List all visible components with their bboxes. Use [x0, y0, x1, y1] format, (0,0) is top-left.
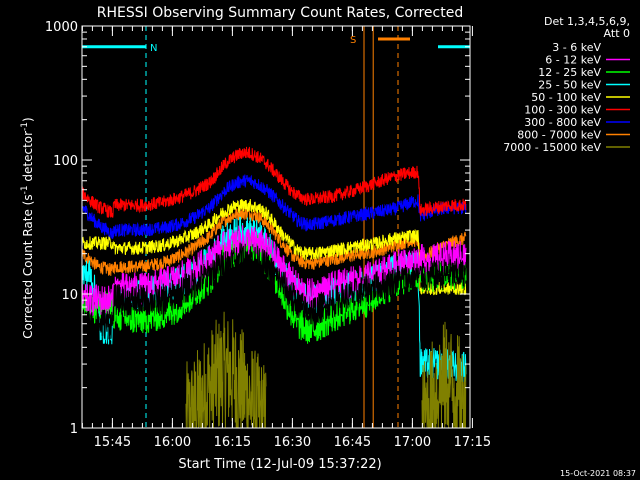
x-tick-label-2: 16:15 [214, 435, 251, 450]
y-axis-label-mid: detector [21, 131, 35, 186]
legend-label-7: 800 - 7000 keV [517, 129, 601, 142]
y-tick-label-0: 1 [70, 422, 78, 437]
x-tick-label-0: 15:45 [94, 435, 131, 450]
x-tick-label-5: 17:00 [394, 435, 431, 450]
timestamp: 15-Oct-2021 08:37 [560, 469, 636, 478]
y-axis-label: Corrected Count Rate (s-1 detector-1) [20, 117, 35, 338]
series-line-6 [81, 174, 467, 240]
legend-title-line2: Att 0 [604, 27, 630, 40]
x-tick-label-6: 17:15 [454, 435, 491, 450]
series-line-8 [185, 311, 267, 429]
legend-label-2: 12 - 25 keV [538, 66, 601, 79]
series-line-5 [81, 146, 467, 218]
legend-label-5: 100 - 300 keV [524, 104, 601, 117]
legend-label-8: 7000 - 15000 keV [503, 141, 601, 154]
series-line-7 [81, 207, 467, 277]
plot-frame [81, 25, 471, 429]
plot-area: NS [81, 26, 471, 429]
chart-title: RHESSI Observing Summary Count Rates, Co… [97, 5, 463, 21]
y-axis-label-suffix: ) [21, 117, 35, 122]
annotation-label-0: N [150, 43, 157, 54]
x-tick-label-1: 16:00 [154, 435, 191, 450]
annotation-label-2: S [350, 35, 356, 46]
x-tick-label-4: 16:45 [334, 435, 371, 450]
y-axis-label-exp-1: -1 [20, 185, 30, 194]
x-axis-label: Start Time (12-Jul-09 15:37:22) [178, 457, 381, 472]
legend-label-0: 3 - 6 keV [552, 41, 601, 54]
y-axis-label-exp-2: -1 [20, 122, 30, 131]
legend-label-3: 25 - 50 keV [538, 79, 601, 92]
y-tick-label-3: 1000 [45, 20, 78, 35]
axes: 1 10 100 1000 15:45 16:00 16:15 16:30 16:45 17:00… [45, 20, 491, 450]
legend-title-line1: Det 1,3,4,5,6,9, [544, 15, 630, 28]
x-tick-label-3: 16:30 [274, 435, 311, 450]
series-line-99 [421, 321, 467, 429]
legend-label-1: 6 - 12 keV [545, 54, 601, 67]
y-tick-label-1: 10 [61, 288, 78, 303]
legend-label-4: 50 - 100 keV [531, 91, 601, 104]
series-line-4 [81, 198, 467, 296]
y-axis-label-prefix: Corrected Count Rate (s [21, 194, 35, 338]
series-line-0 [81, 242, 467, 340]
y-tick-label-2: 100 [53, 154, 78, 169]
legend-label-6: 300 - 800 keV [524, 116, 601, 129]
series-line-1 [81, 225, 467, 317]
